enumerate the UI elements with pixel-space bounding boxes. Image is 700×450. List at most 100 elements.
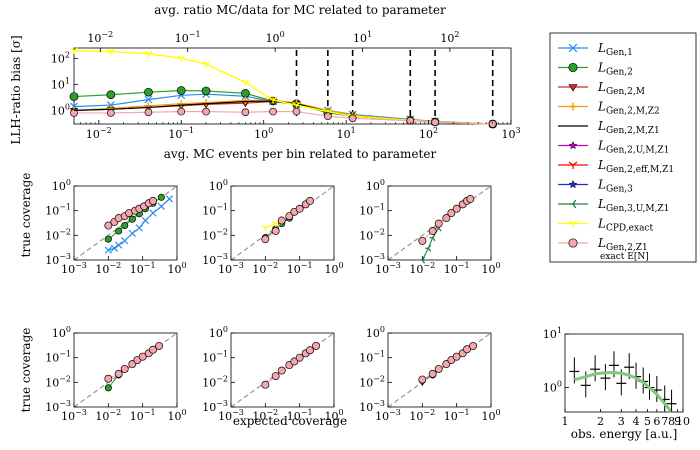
bias-point-gen2Z1-10 — [406, 116, 415, 125]
coverage-point-gen2Z1-7 — [149, 345, 157, 354]
coverage-xtick-label-1: 10−2 — [95, 261, 121, 276]
bias-xtick-label-4: 102 — [419, 126, 438, 141]
coverage-point-gen2Z1-3 — [285, 212, 294, 221]
coverage-panel-5: 10−3 10−2 10−1 100 10−3 10−2 10−1 100 — [202, 325, 343, 423]
coverage-xtick-label-0: 10−3 — [375, 261, 401, 276]
coverage-point-gen2-1 — [115, 227, 123, 235]
energy-axes-frame — [564, 333, 684, 413]
bias-ytick-label-0: 100 — [51, 102, 70, 117]
coverage-ytick-label-0: 10−3 — [202, 252, 228, 267]
bias-point-gen2Z1-11 — [431, 118, 439, 127]
coverage-point-gen2Z1-5 — [452, 204, 461, 213]
coverage-xtick-label-2: 10−1 — [444, 408, 470, 423]
legend-label: LGen,2,M,Z1 — [597, 119, 660, 136]
coverage-xtick-label-2: 10−1 — [287, 408, 313, 423]
coverage-point-gen2Z1-9 — [149, 196, 157, 205]
bias-toptick-label-1: 10−1 — [175, 30, 201, 45]
coverage-point-gen1-3 — [121, 237, 129, 245]
energy-xtick-label-3: 4 — [633, 415, 640, 428]
coverage-point-gen1-5 — [135, 224, 143, 232]
legend-label: LGen,2,M,Z2 — [597, 100, 660, 117]
coverage-ytick-label-0: 10−3 — [45, 399, 71, 414]
bias-toptick-label-3: 101 — [353, 30, 372, 45]
coverage-point-gen2Z1-8 — [469, 341, 477, 350]
bias-point-cpd-1 — [106, 48, 115, 56]
legend-item-gen2M: LGen,2,M — [558, 80, 645, 97]
bias-xticks: 10−2 10−1 100 101 102 103 — [73, 120, 521, 141]
legend-marker — [569, 199, 577, 209]
coverage-ytick-label-2: 10−1 — [202, 350, 228, 365]
coverage-point-gen2Z1-3 — [442, 214, 451, 223]
coverage-point-gen1-1 — [110, 244, 119, 252]
coverage-xtick-label-3: 100 — [167, 408, 186, 423]
legend-label: LGen,2,Z1 — [597, 236, 648, 253]
bias-point-gen2MZ2-5 — [241, 97, 249, 105]
legend-label: LGen,3,U,M,Z1 — [597, 197, 669, 214]
bias-point-cpd-4 — [202, 61, 210, 68]
coverage-axes-frame — [230, 185, 335, 261]
bias-point-gen2-4 — [201, 86, 211, 96]
bias-line-gen2 — [73, 89, 493, 125]
coverage-ytick-label-0: 10−3 — [202, 399, 228, 414]
legend-item-cpd: LCPD,exact — [558, 217, 653, 234]
legend-item-gen3UMZ1: LGen,3,U,M,Z1 — [558, 197, 669, 214]
bias-point-gen2-0 — [69, 92, 79, 101]
coverage-ytick-label-2: 10−1 — [359, 203, 385, 218]
coverage-ytick-label-3: 100 — [52, 325, 71, 340]
bias-toptick-label-2: 100 — [266, 30, 285, 45]
coverage-point-gen2Z1-2 — [277, 216, 286, 225]
coverage-xtick-label-3: 100 — [324, 408, 343, 423]
coverage-panel-4: 10−3 10−2 10−1 100 10−3 10−2 10−1 100 — [45, 325, 186, 423]
legend-marker — [568, 161, 578, 169]
legend-marker — [568, 238, 578, 248]
coverage-point-gen2Z1-7 — [306, 346, 314, 355]
coverage-xtick-label-1: 10−2 — [409, 261, 435, 276]
coverage-point-gen3UMZ1-2 — [429, 234, 436, 242]
energy-xtick-label-5: 6 — [653, 415, 660, 428]
coverage-xtick-label-1: 10−2 — [409, 408, 435, 423]
bias-top-title: avg. ratio MC/data for MC related to par… — [154, 3, 446, 17]
bias-point-gen2Z1-6 — [269, 107, 277, 116]
bias-topticks: 10−2 10−1 100 101 102 — [87, 30, 459, 52]
bias-point-gen2-2 — [144, 87, 153, 97]
coverage-point-gen1-9 — [165, 195, 174, 203]
energy-xtick-label-1: 2 — [597, 415, 604, 428]
bias-vlines — [295, 50, 494, 120]
coverage-point-gen2Z1-8 — [466, 194, 475, 203]
coverage-point-gen2Z1-1 — [428, 227, 437, 235]
legend-marker — [568, 140, 578, 150]
coverage-axes-frame — [73, 185, 178, 261]
coverage-panels: 10−3 10−2 10−1 100 10−3 10−2 10−1 100 10−3 10−2 10… — [45, 178, 500, 423]
bias-point-gen2Z1-7 — [292, 107, 301, 116]
legend-marker — [568, 43, 578, 53]
bias-ylabel: LLH-ratio bias [σ] — [9, 35, 23, 144]
coverage-point-gen1-8 — [157, 202, 165, 210]
coverage-point-cpd-0 — [261, 225, 269, 232]
coverage-xtick-label-0: 10−3 — [61, 261, 87, 276]
coverage-point-gen2Z1-1 — [428, 369, 437, 378]
coverage-point-gen2Z1-8 — [155, 341, 163, 350]
coverage-ytick-label-2: 10−1 — [359, 350, 385, 365]
coverage-ytick-label-3: 100 — [52, 178, 71, 193]
legend-marker — [568, 179, 578, 189]
coverage-ytick-label-0: 10−3 — [359, 399, 385, 414]
bias-point-cpd-2 — [144, 50, 153, 58]
coverage-point-gen2Z1-1 — [271, 372, 280, 380]
coverage-point-gen2Z1-1 — [114, 369, 123, 378]
coverage-xtick-label-1: 10−2 — [252, 261, 278, 276]
bias-point-gen2Z1-4 — [202, 107, 210, 116]
coverage-ytick-label-3: 100 — [209, 325, 228, 340]
coverage-ytick-label-0: 10−3 — [359, 252, 385, 267]
bias-point-cpd-6 — [269, 97, 277, 104]
bias-ytick-label-1: 101 — [51, 76, 70, 91]
coverage-ytick-label-0: 10−3 — [45, 252, 71, 267]
energy-xlabel: obs. energy [a.u.] — [571, 427, 678, 441]
cov-xlabel: expected coverage — [233, 414, 347, 428]
coverage-ytick-label-2: 10−1 — [45, 350, 71, 365]
legend-marker — [568, 220, 578, 228]
bias-point-gen2MZ2-3 — [177, 100, 185, 108]
legend-item-gen2effMZ1: LGen,2,eff,M,Z1 — [558, 158, 674, 175]
legend-item-gen2MZ2: LGen,2,M,Z2 — [558, 100, 660, 117]
bias-point-gen2MZ2-4 — [202, 99, 210, 107]
legend-item-gen1: LGen,1 — [558, 41, 633, 58]
